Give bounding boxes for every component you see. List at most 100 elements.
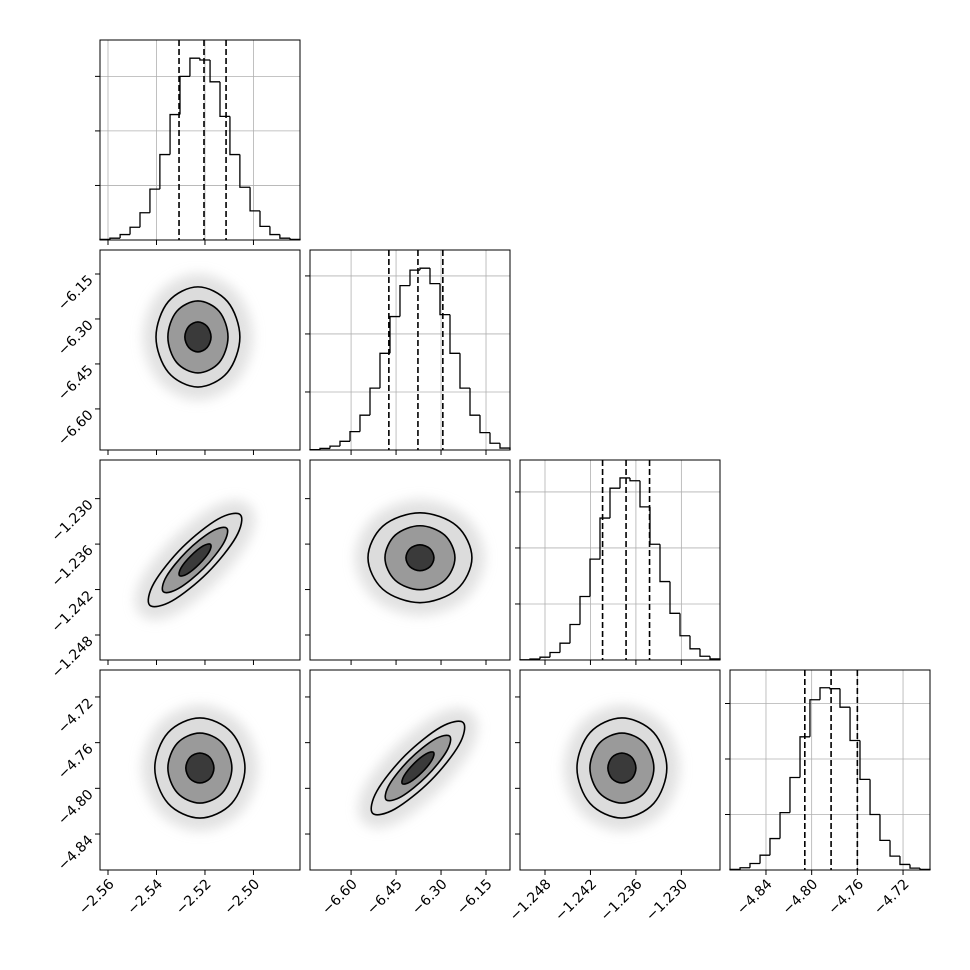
y-tick-label: −1.248 [49, 633, 97, 681]
x-tick-label: −6.15 [454, 876, 496, 918]
pair-panel [358, 708, 478, 828]
histogram-bin [569, 623, 580, 644]
panel-frame [309, 669, 511, 871]
histogram-bin [649, 506, 660, 545]
x-tick-label: −2.56 [76, 876, 118, 918]
histogram-bin [699, 648, 710, 657]
x-tick-label: −6.30 [409, 876, 451, 918]
panel-frame [99, 669, 301, 871]
histogram-bin [459, 353, 470, 389]
histogram-bin [549, 651, 560, 658]
histogram-bin [329, 445, 340, 449]
histogram-bin [199, 58, 211, 61]
y-tick-label: −4.72 [55, 695, 97, 737]
y-tick-label: −4.80 [55, 787, 97, 829]
panel-frame [309, 249, 511, 451]
histogram-bin [909, 864, 920, 869]
histogram-bin [589, 558, 600, 597]
histogram-bin [879, 814, 891, 842]
histogram-bin [539, 656, 550, 660]
histogram-bin [489, 432, 500, 444]
histogram-bin [679, 613, 690, 637]
histogram-bin [239, 154, 251, 188]
y-tick-label: −4.76 [55, 741, 97, 783]
x-tick-label: −4.84 [734, 876, 776, 918]
contour [607, 752, 637, 784]
x-tick-label: −1.248 [507, 876, 555, 924]
y-tick-label: −4.84 [55, 832, 97, 874]
panel-frame [99, 459, 301, 661]
histogram-bin [849, 707, 860, 742]
x-tick-label: −4.76 [825, 876, 867, 918]
histogram-bin [319, 447, 330, 450]
histogram-bin [799, 736, 810, 778]
contour [405, 543, 435, 572]
y-tick-label: −6.15 [55, 272, 97, 314]
y-tick-label: −1.236 [49, 542, 97, 590]
x-tick-label: −2.52 [173, 876, 215, 918]
histogram-bin [859, 740, 871, 780]
histogram-bin [609, 487, 620, 519]
contour [184, 321, 212, 353]
panel-frame [99, 249, 301, 451]
histogram-bin [439, 283, 450, 316]
histogram-bin [749, 862, 761, 868]
histogram-bin [229, 116, 240, 156]
pair-panel [135, 500, 255, 620]
x-tick-label: −6.60 [319, 876, 361, 918]
panel-frame [729, 669, 931, 871]
y-tick-label: −1.230 [49, 497, 97, 545]
panel-frame [99, 39, 301, 241]
histogram-bin [179, 75, 190, 115]
histogram-bin [139, 212, 150, 228]
histogram-bin [499, 443, 511, 450]
histogram-bin [809, 699, 821, 737]
histogram-bin [279, 234, 291, 239]
histogram-bin [709, 656, 721, 660]
pair-panel [142, 273, 253, 401]
x-tick-label: −6.45 [364, 876, 406, 918]
histogram-bin [889, 840, 900, 857]
pair-panel [354, 499, 485, 616]
x-tick-label: −4.72 [871, 876, 913, 918]
histogram-bin [639, 480, 650, 508]
histogram-bin [689, 635, 700, 650]
pair-panel [141, 704, 258, 832]
histogram-bin [149, 188, 160, 213]
x-tick-label: −2.54 [124, 876, 166, 918]
panel-frame [309, 459, 511, 661]
histogram-bin [269, 226, 280, 236]
histogram-bin [559, 642, 570, 653]
histogram-bin [739, 867, 750, 870]
panel-frame [519, 459, 721, 661]
histogram-bin [189, 57, 200, 77]
x-tick-label: −1.242 [552, 876, 600, 924]
histogram-bin [769, 837, 781, 856]
histogram-bin [129, 226, 140, 235]
histogram-bin [419, 267, 430, 271]
contour [185, 752, 215, 784]
histogram-bin [579, 595, 590, 625]
histogram-bin [899, 856, 911, 866]
histogram-bin [829, 687, 840, 690]
histogram-bin [389, 315, 400, 354]
y-tick-label: −6.30 [55, 317, 97, 359]
x-tick-label: −1.236 [598, 876, 646, 924]
histogram-bin [619, 477, 630, 489]
histogram-bin [379, 352, 390, 389]
histogram-bin [159, 153, 171, 190]
histogram-bin [169, 113, 180, 155]
histogram-bin [109, 237, 121, 240]
histogram-bin [249, 187, 260, 212]
contour [178, 543, 212, 577]
histogram-bin [409, 269, 420, 286]
y-tick-label: −1.242 [49, 588, 97, 636]
histogram-bin [369, 387, 380, 416]
y-tick-label: −6.45 [55, 362, 97, 404]
histogram-bin [779, 811, 790, 839]
histogram-bin [219, 81, 230, 118]
x-tick-label: −2.50 [221, 876, 263, 918]
histogram-bin [839, 688, 851, 708]
histogram-bin [429, 268, 440, 285]
